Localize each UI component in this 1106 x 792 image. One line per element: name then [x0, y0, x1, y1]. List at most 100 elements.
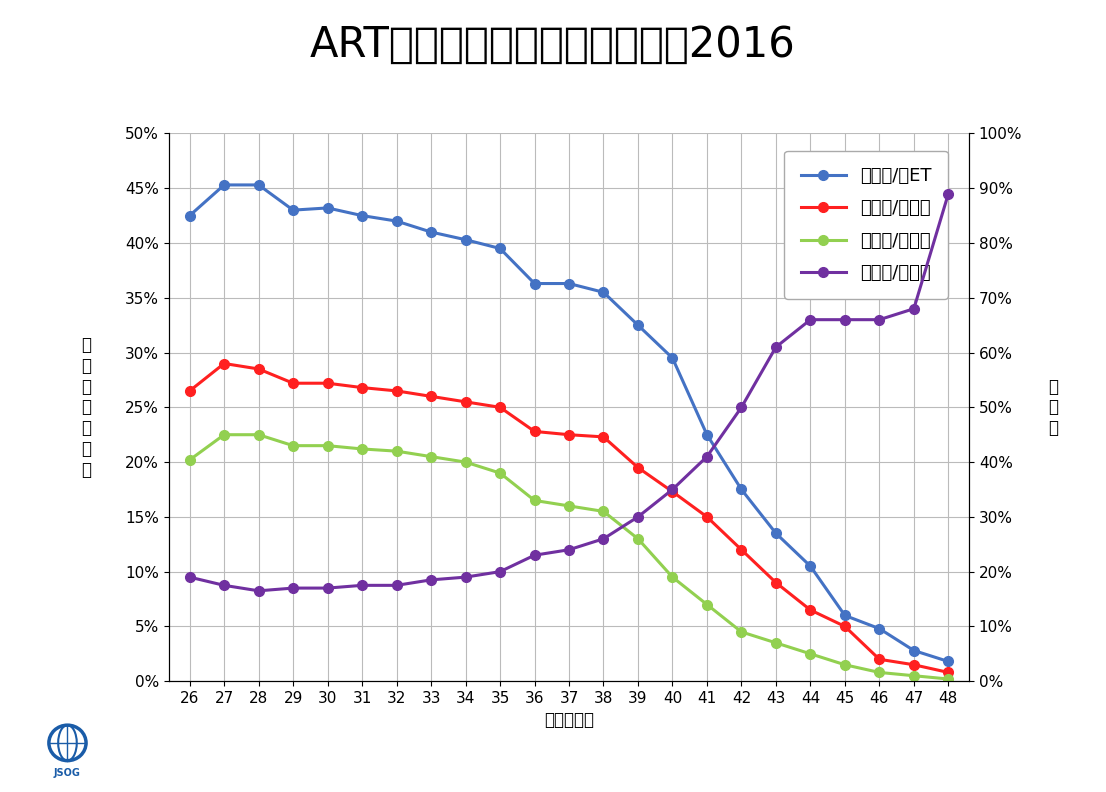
妊娠率/総ET — [562, 279, 575, 288]
Y-axis label: 妊
娠
率
・
生
産
率: 妊 娠 率 ・ 生 産 率 — [82, 336, 92, 478]
妊娠率/総ET — [632, 321, 645, 330]
妊娠率/総治療 — [218, 359, 231, 368]
妊娠率/総治療 — [182, 386, 196, 396]
生産率/総治療 — [286, 441, 300, 451]
Legend: 妊娠率/総ET, 妊娠率/総治療, 生産率/総治療, 流産率/総妊娠: 妊娠率/総ET, 妊娠率/総治療, 生産率/総治療, 流産率/総妊娠 — [784, 150, 948, 299]
妊娠率/総治療 — [459, 397, 472, 406]
妊娠率/総治療 — [425, 391, 438, 401]
生産率/総治療 — [700, 600, 713, 609]
流産率/総妊娠 — [321, 584, 334, 593]
妊娠率/総治療 — [390, 386, 404, 396]
妊娠率/総治療 — [562, 430, 575, 440]
生産率/総治療 — [666, 573, 679, 582]
流産率/総妊娠 — [804, 315, 817, 325]
妊娠率/総治療 — [632, 463, 645, 472]
妊娠率/総治療 — [666, 487, 679, 497]
妊娠率/総ET — [700, 430, 713, 440]
妊娠率/総治療 — [321, 379, 334, 388]
妊娠率/総ET — [182, 211, 196, 220]
Line: 生産率/総治療: 生産率/総治療 — [185, 430, 953, 683]
生産率/総治療 — [562, 501, 575, 511]
妊娠率/総ET — [597, 287, 611, 297]
流産率/総妊娠 — [562, 545, 575, 554]
妊娠率/総ET — [459, 235, 472, 245]
妊娠率/総ET — [770, 528, 783, 538]
生産率/総治療 — [528, 496, 541, 505]
妊娠率/総治療 — [941, 668, 954, 677]
生産率/総治療 — [838, 660, 852, 669]
妊娠率/総ET — [355, 211, 368, 220]
Y-axis label: 流
産
率: 流 産 率 — [1047, 378, 1057, 437]
生産率/総治療 — [873, 668, 886, 677]
Text: ART妊娠率・生産率・流産率　2016: ART妊娠率・生産率・流産率 2016 — [310, 24, 796, 66]
生産率/総治療 — [182, 455, 196, 465]
妊娠率/総ET — [528, 279, 541, 288]
流産率/総妊娠 — [390, 581, 404, 590]
妊娠率/総ET — [425, 227, 438, 237]
生産率/総治療 — [770, 638, 783, 648]
生産率/総治療 — [597, 507, 611, 516]
流産率/総妊娠 — [632, 512, 645, 522]
生産率/総治療 — [907, 671, 920, 680]
流産率/総妊娠 — [355, 581, 368, 590]
流産率/総妊娠 — [700, 452, 713, 462]
妊娠率/総ET — [804, 562, 817, 571]
生産率/総治療 — [734, 627, 748, 637]
生産率/総治療 — [459, 457, 472, 466]
X-axis label: 年齢（歳）: 年齢（歳） — [544, 711, 594, 729]
妊娠率/総ET — [321, 204, 334, 213]
流産率/総妊娠 — [528, 550, 541, 560]
生産率/総治療 — [252, 430, 265, 440]
妊娠率/総ET — [838, 611, 852, 620]
妊娠率/総ET — [218, 180, 231, 189]
妊娠率/総治療 — [528, 427, 541, 436]
妊娠率/総治療 — [838, 622, 852, 631]
流産率/総妊娠 — [941, 189, 954, 199]
流産率/総妊娠 — [459, 573, 472, 582]
妊娠率/総治療 — [734, 545, 748, 554]
妊娠率/総ET — [873, 624, 886, 634]
妊娠率/総ET — [941, 657, 954, 666]
生産率/総治療 — [493, 468, 507, 478]
生産率/総治療 — [804, 649, 817, 659]
流産率/総妊娠 — [838, 315, 852, 325]
妊娠率/総ET — [907, 645, 920, 655]
流産率/総妊娠 — [182, 573, 196, 582]
妊娠率/総ET — [286, 205, 300, 215]
生産率/総治療 — [321, 441, 334, 451]
流産率/総妊娠 — [286, 584, 300, 593]
妊娠率/総ET — [666, 353, 679, 363]
妊娠率/総治療 — [907, 660, 920, 669]
流産率/総妊娠 — [252, 586, 265, 596]
流産率/総妊娠 — [770, 342, 783, 352]
流産率/総妊娠 — [218, 581, 231, 590]
生産率/総治療 — [941, 674, 954, 683]
Text: JSOG: JSOG — [54, 767, 81, 778]
生産率/総治療 — [218, 430, 231, 440]
妊娠率/総治療 — [286, 379, 300, 388]
妊娠率/総ET — [493, 244, 507, 253]
生産率/総治療 — [390, 447, 404, 456]
流産率/総妊娠 — [873, 315, 886, 325]
妊娠率/総治療 — [252, 364, 265, 374]
流産率/総妊娠 — [666, 485, 679, 494]
流産率/総妊娠 — [907, 304, 920, 314]
流産率/総妊娠 — [734, 402, 748, 412]
Line: 妊娠率/総ET: 妊娠率/総ET — [185, 180, 953, 666]
Line: 妊娠率/総治療: 妊娠率/総治療 — [185, 359, 953, 677]
妊娠率/総治療 — [873, 654, 886, 664]
妊娠率/総ET — [252, 180, 265, 189]
妊娠率/総治療 — [770, 578, 783, 588]
生産率/総治療 — [632, 534, 645, 543]
流産率/総妊娠 — [493, 567, 507, 577]
流産率/総妊娠 — [425, 575, 438, 584]
Line: 流産率/総妊娠: 流産率/総妊娠 — [185, 188, 953, 596]
生産率/総治療 — [425, 452, 438, 462]
妊娠率/総治療 — [597, 432, 611, 442]
妊娠率/総治療 — [493, 402, 507, 412]
妊娠率/総治療 — [700, 512, 713, 522]
妊娠率/総治療 — [804, 605, 817, 615]
妊娠率/総治療 — [355, 383, 368, 392]
妊娠率/総ET — [734, 485, 748, 494]
生産率/総治療 — [355, 444, 368, 454]
